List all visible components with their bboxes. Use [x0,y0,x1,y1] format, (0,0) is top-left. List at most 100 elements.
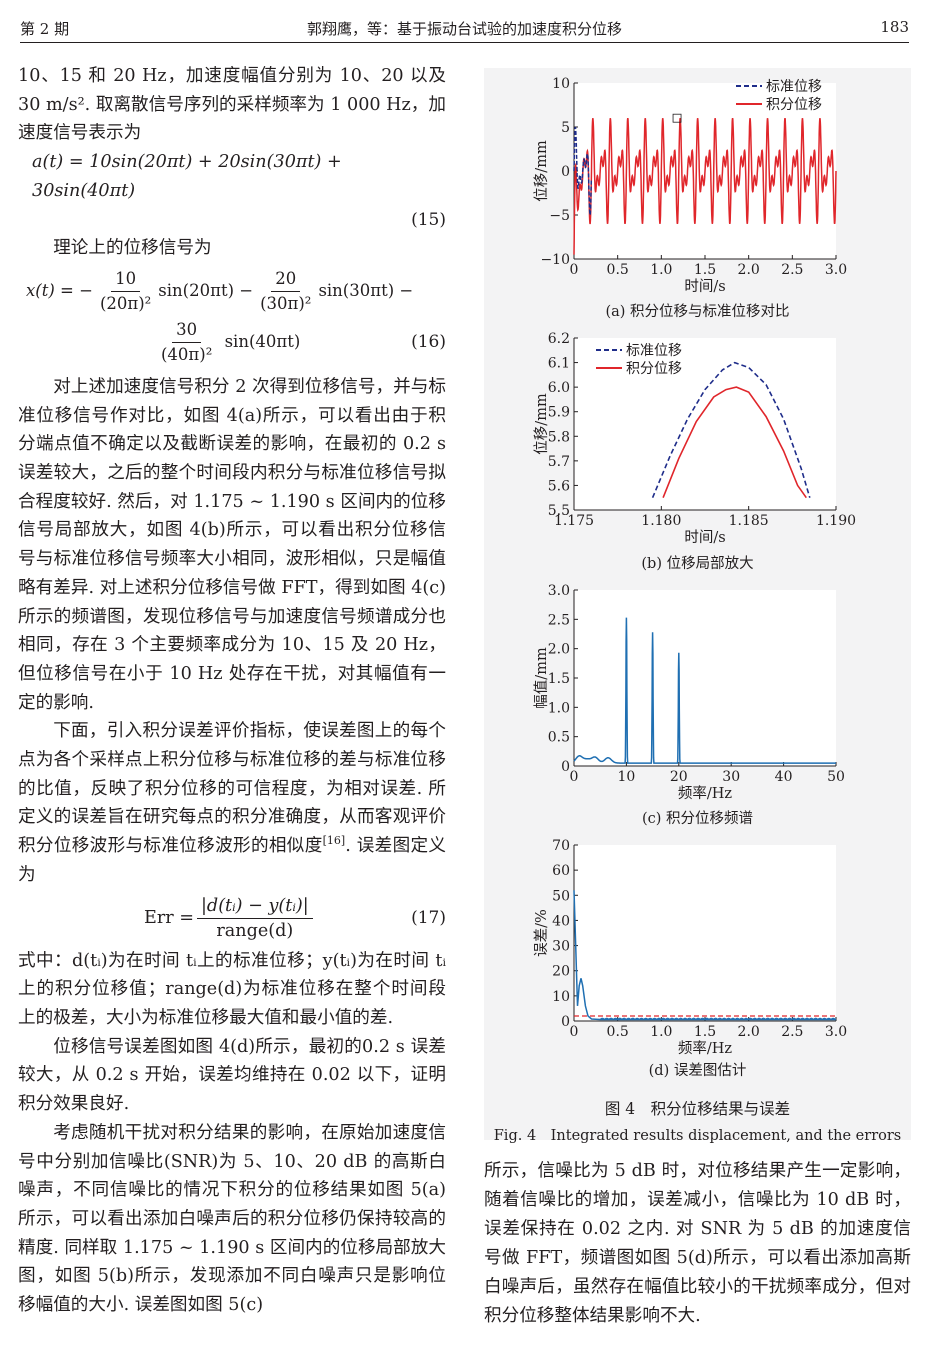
y-tick-label: 0 [561,759,570,775]
equation-lhs: Err = [144,907,194,928]
y-tick-label: 5.7 [548,454,570,470]
y-tick-label: 0.5 [548,730,570,746]
series-integrated-line [662,386,807,499]
chart-d: 0 0.5 1.0 1.5 2.0 2.5 3.0 0 10 20 30 40 50 60 70 频率/Hz 误… [533,838,847,1057]
left-column: 10、15 和 20 Hz，加速度幅值分别为 10、20 以及 30 m/s².… [18,62,446,1320]
equation-body: a(t) = 10sin(20πt) + 20sin(30πt) + 30sin… [32,152,342,201]
running-header: 第 2 期 郭翔鹰，等：基于振动台试验的加速度积分位移 183 [20,10,909,43]
y-axis-label: 幅值/mm [533,647,550,709]
equation-term: sin(40πt) [224,331,301,351]
x-tick-label: 0.5 [607,1024,629,1040]
x-tick-label: 0.5 [607,262,629,278]
citation: [16] [322,834,346,848]
paragraph: 理论上的位移信号为 [53,238,212,259]
x-tick-label: 1.175 [554,513,594,529]
denominator: range(d) [216,920,294,941]
series-standard-line [651,361,811,499]
y-tick-label: 5 [561,120,570,136]
numerator: 10 [111,267,141,292]
x-tick-label: 40 [775,769,793,785]
paragraph: 10、15 和 20 Hz，加速度幅值分别为 10、20 以及 30 m/s².… [18,66,446,144]
numerator: 30 [172,318,202,343]
legend-label: 标准位移 [766,79,822,95]
x-tick-label: 1.0 [650,1024,672,1040]
x-tick-label: 30 [722,769,740,785]
right-column: 所示，信噪比为 5 dB 时，对位移结果产生一定影响，随着信噪比的增加，误差减小… [484,1157,911,1331]
paragraph: 位移信号误差图如图 4(d)所示，最初的0.2 s 误差较大，从 0.2 s 开… [18,1036,446,1115]
y-axis-label: 位移/mm [533,393,550,455]
figure-4: 0 0.5 1.0 1.5 2.0 2.5 3.0 −10 −5 0 5 10 时间/s 位移/mm 标准位… [484,68,911,1144]
series-standard-line [573,126,593,216]
caption-c: (c) 积分位移频谱 [641,811,754,827]
y-tick-label: 0 [561,164,570,180]
y-tick-label: 3.0 [548,583,570,599]
numerator: |d(tᵢ) − y(tᵢ)| [197,894,313,919]
legend-label: 标准位移 [626,343,682,359]
x-tick-label: 2.5 [781,1024,803,1040]
x-tick-label: 0 [570,1024,579,1040]
chart-c: 0 10 20 30 40 50 0 0.5 1.0 1.5 2.0 2.5 3.0 频率/Hz 幅值/mm [533,583,845,802]
denominator: (20π)² [99,293,152,313]
x-tick-label: 50 [827,769,845,785]
y-tick-label: 10 [552,989,570,1005]
paragraph: 考虑随机干扰对积分结果的影响，在原始加速度信号中分别加信噪比(SNR)为 5、1… [18,1122,446,1316]
y-tick-label: 5.6 [548,478,570,494]
equation-17: Err = |d(tᵢ) − y(tᵢ)| range(d) (17) [18,894,446,943]
paragraph: 所示，信噪比为 5 dB 时，对位移结果产生一定影响，随着信噪比的增加，误差减小… [484,1161,911,1326]
denominator: (40π)² [161,344,213,364]
chart-b: 1.175 1.180 1.185 1.190 5.5 5.6 5.7 5.8 5.9 6.0 6.… [533,331,856,546]
spectrum-line [573,617,836,764]
paragraph-text: 下面，引入积分误差评价指标，使误差图上的每个点为各个采样点上积分位移与标准位移的… [18,721,446,857]
x-tick-label: 1.0 [650,262,672,278]
x-tick-label: 3.0 [825,262,847,278]
plot-area [574,338,836,510]
x-tick-label: 2.5 [781,262,803,278]
y-tick-label: 10 [552,76,570,92]
y-tick-label: 5.8 [548,429,570,445]
equation-number: (17) [411,907,446,928]
x-axis-label: 频率/Hz [678,785,733,802]
y-tick-label: 20 [552,964,570,980]
running-title: 郭翔鹰，等：基于振动台试验的加速度积分位移 [306,20,622,38]
equation-number: (15) [411,209,446,230]
x-tick-label: 1.180 [641,513,681,529]
x-tick-label: 2.0 [738,262,760,278]
x-tick-label: 3.0 [825,1024,847,1040]
x-axis-label: 时间/s [684,278,725,295]
x-tick-label: 10 [617,769,635,785]
equation-15: a(t) = 10sin(20πt) + 20sin(30πt) + 30sin… [18,148,446,205]
fraction: 20 (30π)² [256,267,315,316]
y-tick-label: 6.1 [548,356,570,372]
y-tick-label: 6.0 [548,380,570,396]
numerator: 20 [271,267,301,292]
y-tick-label: −10 [540,252,570,268]
y-axis-label: 误差/% [533,909,550,957]
plot-area [574,590,836,766]
x-tick-label: 1.5 [694,1024,716,1040]
equation-16: x(t) = − 10 (20π)² sin(20πt) − 20 (30π)² s… [18,267,446,367]
y-tick-label: −5 [549,208,570,224]
legend-label: 积分位移 [626,361,682,377]
y-tick-label: 1.0 [548,700,570,716]
caption-a: (a) 积分位移与标准位移对比 [605,304,790,320]
caption-b: (b) 位移局部放大 [641,556,754,572]
series-integrated-line [573,118,837,255]
x-tick-label: 1.5 [694,262,716,278]
error-line [573,890,836,1021]
figure-caption-cn: 图 4 积分位移结果与误差 [604,1100,791,1118]
paragraph: 对上述加速度信号积分 2 次得到位移信号，并与标准位移信号作对比，如图 4(a)… [18,376,446,713]
x-axis-label: 频率/Hz [678,1040,733,1057]
legend-label: 积分位移 [766,97,822,113]
x-tick-label: 20 [670,769,688,785]
x-tick-label: 1.185 [729,513,769,529]
issue-number: 第 2 期 [20,20,70,38]
y-tick-label: 5.5 [548,503,570,519]
fraction: 10 (20π)² [96,267,155,316]
equation-term: sin(30πt) − [318,281,414,301]
x-tick-label: 0 [570,262,579,278]
y-tick-label: 30 [552,939,570,955]
error-line-tail [599,1017,837,1021]
x-axis-label: 时间/s [684,529,725,546]
y-tick-label: 2.5 [548,612,570,628]
equation-number: (16) [411,332,446,353]
